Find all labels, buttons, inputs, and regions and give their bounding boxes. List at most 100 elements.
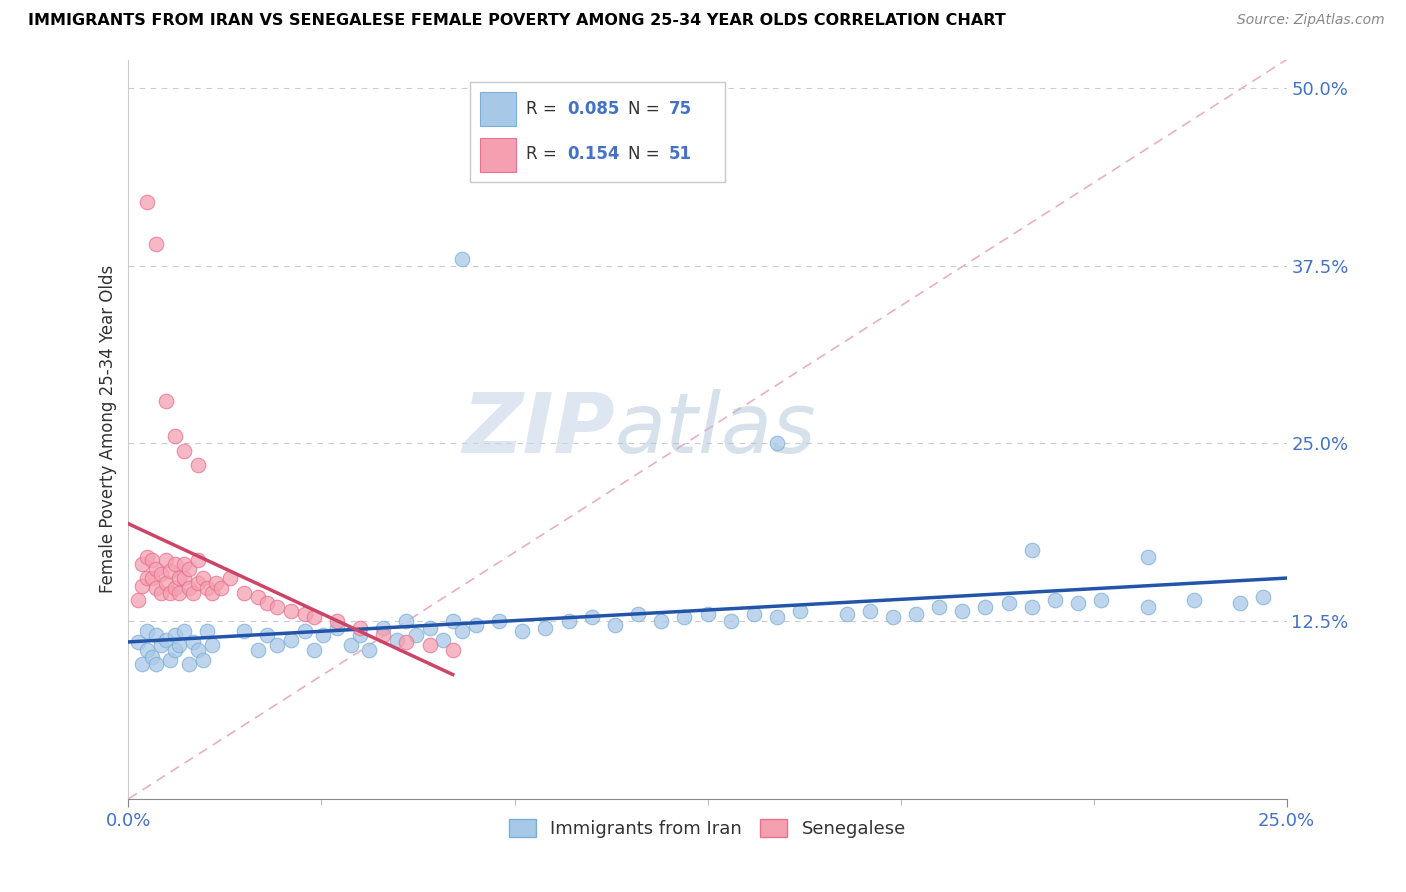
Point: [419, 621, 441, 635]
Point: [183, 635, 205, 649]
Point: [928, 599, 950, 614]
Point: [155, 632, 177, 647]
Point: [136, 550, 159, 565]
Point: [191, 652, 214, 666]
Point: [349, 621, 371, 635]
Point: [1229, 596, 1251, 610]
Point: [1067, 596, 1090, 610]
Point: [1253, 590, 1275, 604]
Point: [405, 628, 427, 642]
Point: [163, 429, 186, 443]
Point: [149, 638, 172, 652]
Point: [247, 590, 270, 604]
Point: [177, 582, 200, 596]
Point: [766, 436, 789, 450]
Point: [720, 614, 742, 628]
Point: [302, 642, 325, 657]
Point: [451, 252, 474, 266]
Point: [159, 585, 181, 599]
Point: [173, 443, 195, 458]
Point: [464, 618, 486, 632]
Point: [385, 632, 408, 647]
Point: [169, 638, 191, 652]
Point: [280, 604, 302, 618]
Point: [247, 642, 270, 657]
Point: [789, 604, 811, 618]
Point: [201, 585, 224, 599]
Point: [373, 628, 395, 642]
Point: [163, 582, 186, 596]
Y-axis label: Female Poverty Among 25-34 Year Olds: Female Poverty Among 25-34 Year Olds: [100, 265, 117, 593]
Point: [177, 561, 200, 575]
Text: Source: ZipAtlas.com: Source: ZipAtlas.com: [1237, 13, 1385, 28]
Point: [835, 607, 858, 621]
Point: [233, 624, 256, 638]
Point: [1136, 550, 1159, 565]
Point: [510, 624, 533, 638]
Point: [169, 572, 191, 586]
Point: [603, 618, 626, 632]
Point: [326, 614, 349, 628]
Text: IMMIGRANTS FROM IRAN VS SENEGALESE FEMALE POVERTY AMONG 25-34 YEAR OLDS CORRELAT: IMMIGRANTS FROM IRAN VS SENEGALESE FEMAL…: [28, 13, 1005, 29]
Point: [395, 635, 418, 649]
Point: [205, 575, 228, 590]
Point: [183, 585, 205, 599]
Point: [349, 628, 371, 642]
Point: [145, 628, 167, 642]
Point: [159, 565, 181, 579]
Point: [859, 604, 882, 618]
Point: [163, 558, 186, 572]
Point: [1021, 599, 1043, 614]
Point: [326, 621, 349, 635]
Point: [696, 607, 718, 621]
Point: [950, 604, 973, 618]
Point: [266, 638, 288, 652]
Point: [136, 194, 159, 209]
Point: [136, 624, 159, 638]
Point: [163, 642, 186, 657]
Point: [294, 607, 316, 621]
Point: [581, 610, 603, 624]
Point: [1090, 592, 1112, 607]
Point: [141, 553, 163, 567]
Point: [187, 642, 209, 657]
Point: [359, 642, 381, 657]
Point: [742, 607, 765, 621]
Point: [191, 572, 214, 586]
Point: [187, 458, 209, 472]
Point: [441, 614, 464, 628]
Point: [302, 610, 325, 624]
Point: [256, 596, 278, 610]
Point: [627, 607, 650, 621]
Point: [177, 657, 200, 671]
Point: [233, 585, 256, 599]
Point: [650, 614, 672, 628]
Point: [340, 638, 363, 652]
Point: [173, 572, 195, 586]
Point: [187, 575, 209, 590]
Point: [488, 614, 510, 628]
Point: [904, 607, 927, 621]
Point: [173, 558, 195, 572]
Point: [882, 610, 904, 624]
Point: [195, 624, 218, 638]
Point: [219, 572, 242, 586]
Point: [1182, 592, 1205, 607]
Point: [127, 635, 149, 649]
Legend: Immigrants from Iran, Senegalese: Immigrants from Iran, Senegalese: [502, 812, 914, 846]
Point: [766, 610, 789, 624]
Point: [145, 582, 167, 596]
Point: [163, 628, 186, 642]
Point: [974, 599, 997, 614]
Point: [441, 642, 464, 657]
Point: [280, 632, 302, 647]
Point: [131, 578, 153, 592]
Point: [131, 558, 153, 572]
Point: [155, 553, 177, 567]
Point: [145, 237, 167, 252]
Point: [141, 649, 163, 664]
Point: [136, 642, 159, 657]
Point: [1043, 592, 1066, 607]
Text: atlas: atlas: [614, 389, 817, 470]
Point: [145, 657, 167, 671]
